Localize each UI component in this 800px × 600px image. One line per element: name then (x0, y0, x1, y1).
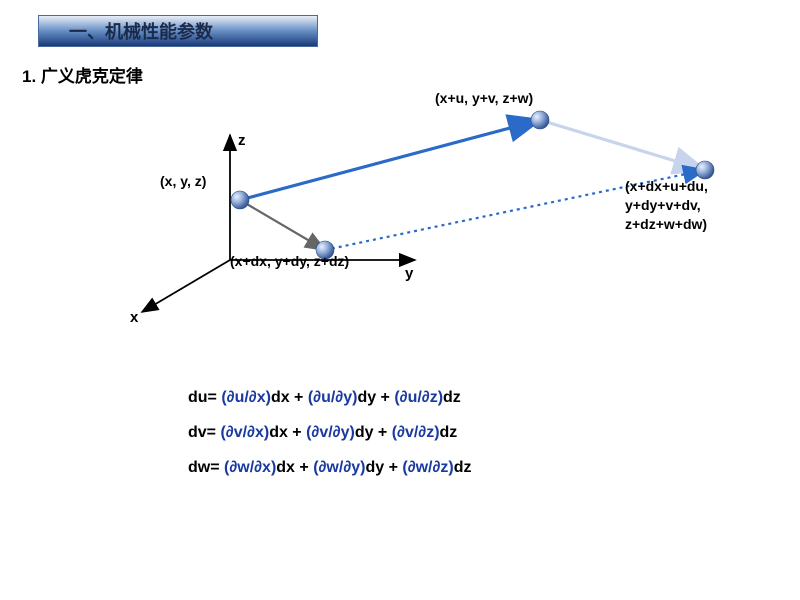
node-label-p1: (x, y, z) (160, 173, 206, 189)
subtitle: 1. 广义虎克定律 (22, 62, 143, 87)
svg-text:y: y (405, 265, 414, 282)
node-label-p3: (x+u, y+v, z+w) (435, 90, 533, 106)
coordinate-axes: z y x (130, 132, 415, 325)
diagram-svg: z y x (80, 95, 720, 325)
deformation-diagram: zyx (x, y, z)(x+dx, y+dy, z+dz)(x+u, y+v… (80, 95, 720, 325)
node-label-p2: (x+dx, y+dy, z+dz) (230, 253, 349, 269)
equation-row-1: dv= (∂v/∂x)dx + (∂v/∂y)dy + (∂v/∂z)dz (188, 415, 472, 450)
equation-row-0: du= (∂u/∂x)dx + (∂u/∂y)dy + (∂u/∂z)dz (188, 380, 472, 415)
equation-row-2: dw= (∂w/∂x)dx + (∂w/∂y)dy + (∂w/∂z)dz (188, 450, 472, 485)
differential-equations: du= (∂u/∂x)dx + (∂u/∂y)dy + (∂u/∂z)dzdv=… (188, 380, 472, 486)
section-header: 一、机械性能参数 (38, 15, 318, 47)
svg-text:z: z (238, 132, 246, 149)
node-label-p4: (x+dx+u+du,y+dy+v+dv,z+dz+w+dw) (625, 177, 708, 234)
header-title: 一、机械性能参数 (69, 18, 213, 44)
svg-text:x: x (130, 309, 139, 325)
